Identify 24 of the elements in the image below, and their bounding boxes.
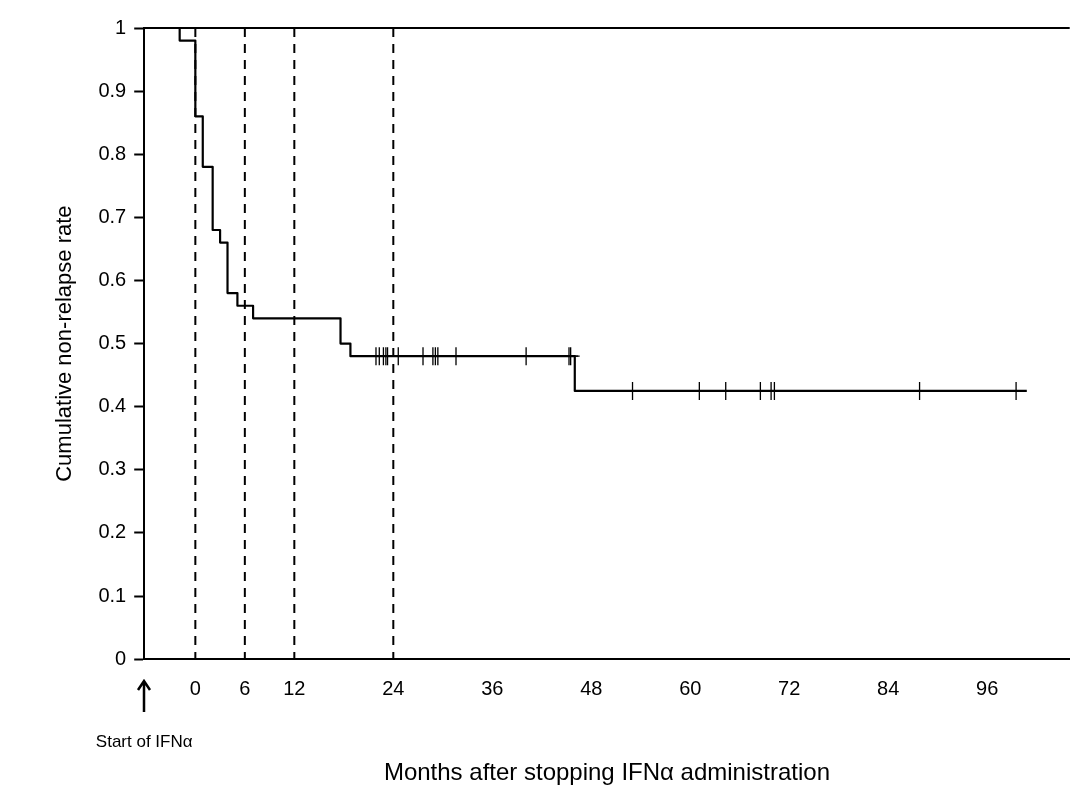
y-tick-label: 0.5: [98, 331, 127, 354]
y-tick-label: 0.3: [98, 457, 127, 480]
y-tick-label: 0.8: [98, 141, 127, 164]
x-tick-label: 12: [283, 676, 306, 699]
y-tick-label: 0.7: [98, 204, 127, 227]
x-tick-label: 72: [778, 676, 801, 699]
y-tick-label: 0.6: [98, 268, 127, 290]
x-tick-label: 48: [580, 676, 603, 699]
y-tick-label: 0: [115, 646, 127, 669]
y-tick-label: 0.4: [98, 394, 127, 417]
y-tick-label: 1: [115, 15, 127, 38]
x-tick-label: 96: [976, 676, 999, 699]
x-tick-label: 60: [679, 676, 702, 699]
x-tick-label: 6: [239, 676, 251, 699]
x-axis-title: Months after stopping IFNα administration: [383, 758, 830, 786]
x-tick-label: 0: [189, 676, 201, 699]
y-axis-title: Cumulative non-relapse rate: [51, 205, 77, 482]
x-tick-label: 36: [481, 676, 504, 699]
text: Start of IFNα: [95, 732, 193, 752]
y-tick-label: 0.9: [98, 78, 127, 101]
x-tick-label: 84: [877, 676, 900, 699]
y-tick-label: 0.2: [98, 520, 127, 543]
y-tick-label: 0.1: [98, 583, 127, 606]
x-tick-label: 24: [382, 676, 405, 699]
